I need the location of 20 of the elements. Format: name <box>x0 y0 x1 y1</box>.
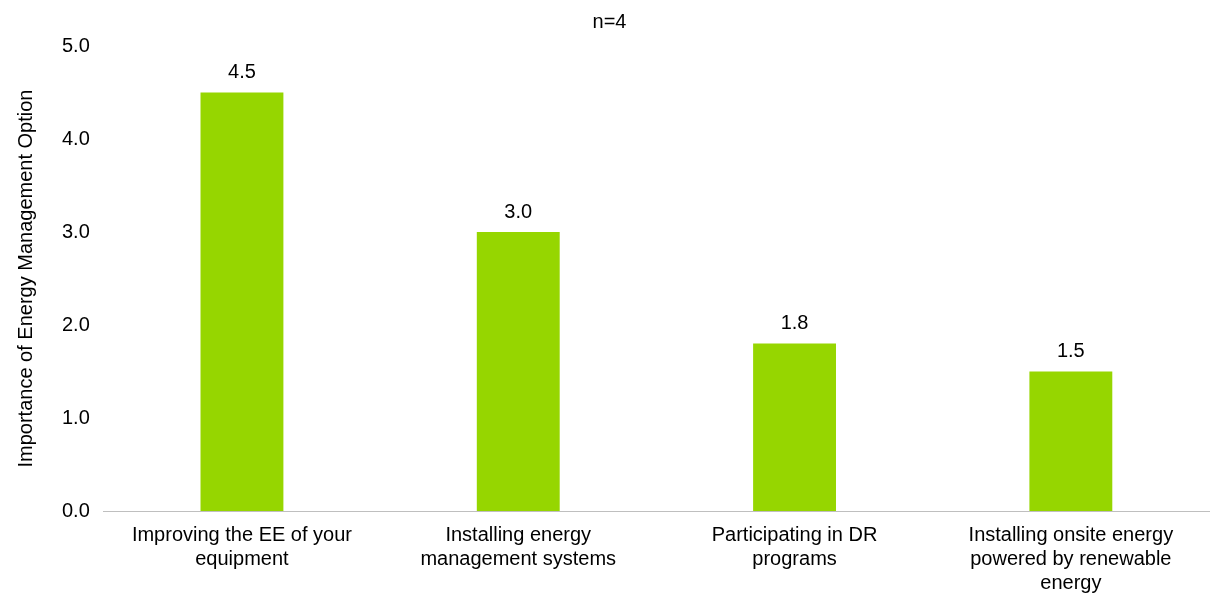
bar <box>753 343 836 511</box>
bar <box>476 232 560 511</box>
data-label: 1.8 <box>780 311 809 334</box>
bar <box>200 92 284 511</box>
x-tick-label: Improving the EE of your equipment <box>131 522 353 569</box>
y-axis-title: Importance of Energy Management Option <box>13 89 36 468</box>
y-tick-label: 2.0 <box>61 312 90 335</box>
y-tick-label: 4.0 <box>61 126 90 149</box>
bar <box>1029 371 1113 511</box>
y-tick-label: 0.0 <box>61 498 90 521</box>
y-tick-label: 3.0 <box>61 219 90 242</box>
y-tick-label: 1.0 <box>61 405 90 428</box>
x-tick-label: Installing onsite energy powered by renewable energy <box>968 522 1174 593</box>
data-label: 1.5 <box>1056 339 1085 362</box>
data-label: 3.0 <box>504 199 533 222</box>
data-label: 4.5 <box>228 60 256 83</box>
x-tick-label: Installing energy management systems <box>420 522 617 569</box>
y-tick-label: 5.0 <box>61 33 90 56</box>
chart-title: n=4 <box>592 9 627 32</box>
x-tick-label: Participating in DR programs <box>711 522 878 569</box>
